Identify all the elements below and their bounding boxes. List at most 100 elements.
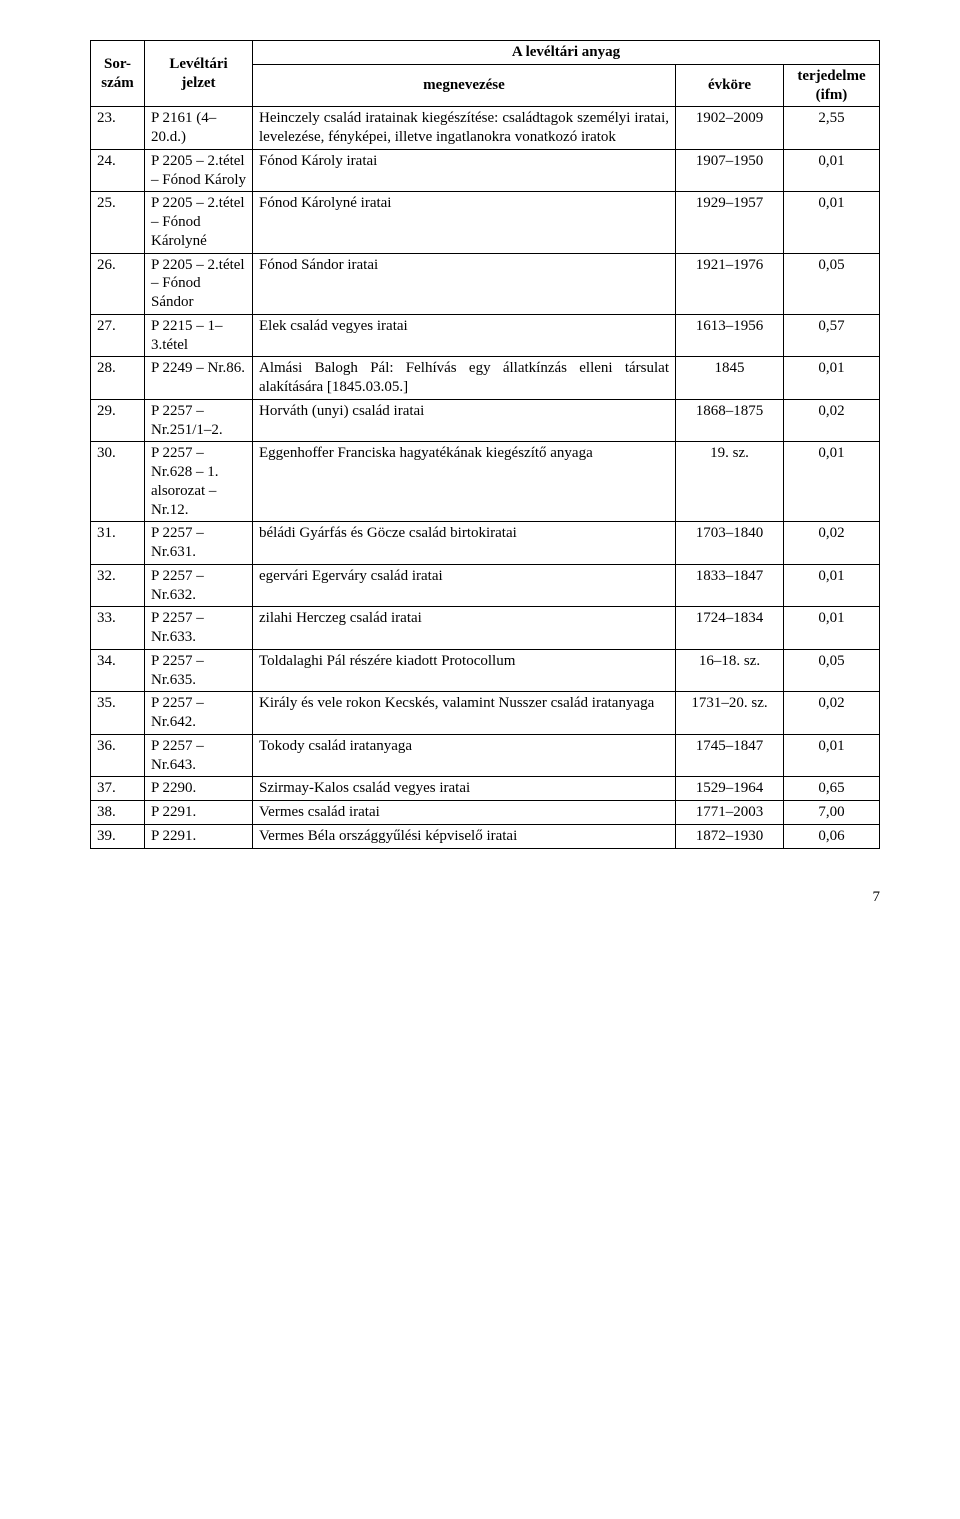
cell-megnevezes: Heinczely család iratainak kiegészítése:… [253, 107, 676, 150]
cell-evkore: 1613–1956 [675, 314, 783, 357]
cell-jelzet: P 2205 – 2.tétel – Fónod Károly [145, 149, 253, 192]
cell-terjedelme: 0,01 [783, 734, 879, 777]
cell-sorszam: 27. [91, 314, 145, 357]
cell-terjedelme: 0,01 [783, 192, 879, 253]
cell-terjedelme: 0,05 [783, 253, 879, 314]
cell-sorszam: 30. [91, 442, 145, 522]
cell-evkore: 1529–1964 [675, 777, 783, 801]
cell-evkore: 1845 [675, 357, 783, 400]
cell-jelzet: P 2257 – Nr.635. [145, 649, 253, 692]
cell-sorszam: 23. [91, 107, 145, 150]
cell-megnevezes: egervári Egerváry család iratai [253, 564, 676, 607]
cell-sorszam: 29. [91, 399, 145, 442]
table-row: 34.P 2257 – Nr.635.Toldalaghi Pál részér… [91, 649, 880, 692]
cell-sorszam: 34. [91, 649, 145, 692]
page-container: Sor- szám Levéltári jelzet A levéltári a… [0, 0, 960, 936]
header-terjedelme: terjedelme (ifm) [783, 64, 879, 107]
cell-terjedelme: 0,01 [783, 149, 879, 192]
table-row: 27.P 2215 – 1–3.tételElek család vegyes … [91, 314, 880, 357]
cell-terjedelme: 0,01 [783, 442, 879, 522]
cell-jelzet: P 2257 – Nr.631. [145, 522, 253, 565]
cell-terjedelme: 0,57 [783, 314, 879, 357]
cell-terjedelme: 0,01 [783, 357, 879, 400]
cell-evkore: 1731–20. sz. [675, 692, 783, 735]
cell-megnevezes: Vermes család iratai [253, 801, 676, 825]
cell-megnevezes: Horváth (unyi) család iratai [253, 399, 676, 442]
header-terjedelme-top: terjedelme [797, 68, 865, 84]
table-row: 36.P 2257 – Nr.643.Tokody család iratany… [91, 734, 880, 777]
cell-terjedelme: 0,02 [783, 399, 879, 442]
cell-sorszam: 36. [91, 734, 145, 777]
cell-sorszam: 32. [91, 564, 145, 607]
table-row: 31.P 2257 – Nr.631.béládi Gyárfás és Göc… [91, 522, 880, 565]
header-sorszam: Sor- szám [91, 41, 145, 107]
cell-evkore: 1872–1930 [675, 824, 783, 848]
cell-megnevezes: Fónod Sándor iratai [253, 253, 676, 314]
cell-terjedelme: 0,06 [783, 824, 879, 848]
cell-jelzet: P 2290. [145, 777, 253, 801]
cell-evkore: 1771–2003 [675, 801, 783, 825]
cell-megnevezes: Eggenhoffer Franciska hagyatékának kiegé… [253, 442, 676, 522]
table-row: 32.P 2257 – Nr.632.egervári Egerváry csa… [91, 564, 880, 607]
cell-jelzet: P 2291. [145, 801, 253, 825]
cell-jelzet: P 2205 – 2.tétel – Fónod Sándor [145, 253, 253, 314]
header-jelzet-top: Levéltári [169, 56, 227, 72]
cell-sorszam: 28. [91, 357, 145, 400]
cell-terjedelme: 2,55 [783, 107, 879, 150]
header-sorszam-bottom: szám [101, 75, 134, 91]
table-row: 35.P 2257 – Nr.642.Király és vele rokon … [91, 692, 880, 735]
cell-terjedelme: 0,02 [783, 692, 879, 735]
cell-jelzet: P 2161 (4–20.d.) [145, 107, 253, 150]
cell-megnevezes: Tokody család iratanyaga [253, 734, 676, 777]
table-row: 37.P 2290.Szirmay-Kalos család vegyes ir… [91, 777, 880, 801]
cell-terjedelme: 7,00 [783, 801, 879, 825]
cell-sorszam: 39. [91, 824, 145, 848]
cell-evkore: 16–18. sz. [675, 649, 783, 692]
cell-sorszam: 24. [91, 149, 145, 192]
header-terjedelme-bottom: (ifm) [816, 87, 848, 103]
page-number: 7 [90, 849, 880, 906]
cell-jelzet: P 2257 – Nr.643. [145, 734, 253, 777]
cell-sorszam: 37. [91, 777, 145, 801]
cell-terjedelme: 0,65 [783, 777, 879, 801]
table-row: 29.P 2257 – Nr.251/1–2.Horváth (unyi) cs… [91, 399, 880, 442]
cell-evkore: 1902–2009 [675, 107, 783, 150]
cell-evkore: 1907–1950 [675, 149, 783, 192]
table-row: 30.P 2257 – Nr.628 – 1. alsorozat – Nr.1… [91, 442, 880, 522]
header-sorszam-top: Sor- [104, 56, 131, 72]
table-body: 23.P 2161 (4–20.d.)Heinczely család irat… [91, 107, 880, 848]
header-megnevezes: megnevezése [253, 64, 676, 107]
cell-jelzet: P 2257 – Nr.642. [145, 692, 253, 735]
cell-evkore: 1868–1875 [675, 399, 783, 442]
cell-terjedelme: 0,01 [783, 607, 879, 650]
cell-sorszam: 25. [91, 192, 145, 253]
cell-terjedelme: 0,02 [783, 522, 879, 565]
cell-sorszam: 31. [91, 522, 145, 565]
cell-terjedelme: 0,05 [783, 649, 879, 692]
cell-jelzet: P 2291. [145, 824, 253, 848]
cell-evkore: 1703–1840 [675, 522, 783, 565]
cell-megnevezes: Toldalaghi Pál részére kiadott Protocoll… [253, 649, 676, 692]
cell-megnevezes: Király és vele rokon Kecskés, valamint N… [253, 692, 676, 735]
header-jelzet-bottom: jelzet [181, 75, 215, 91]
cell-evkore: 1929–1957 [675, 192, 783, 253]
cell-megnevezes: béládi Gyárfás és Göcze család birtokira… [253, 522, 676, 565]
table-row: 23.P 2161 (4–20.d.)Heinczely család irat… [91, 107, 880, 150]
table-row: 33.P 2257 – Nr.633.zilahi Herczeg család… [91, 607, 880, 650]
cell-jelzet: P 2257 – Nr.251/1–2. [145, 399, 253, 442]
cell-evkore: 1745–1847 [675, 734, 783, 777]
cell-jelzet: P 2249 – Nr.86. [145, 357, 253, 400]
header-jelzet: Levéltári jelzet [145, 41, 253, 107]
table-row: 25.P 2205 – 2.tétel – Fónod KárolynéFóno… [91, 192, 880, 253]
header-evkore: évköre [675, 64, 783, 107]
cell-megnevezes: Elek család vegyes iratai [253, 314, 676, 357]
cell-sorszam: 33. [91, 607, 145, 650]
cell-jelzet: P 2215 – 1–3.tétel [145, 314, 253, 357]
cell-megnevezes: Fónod Károlyné iratai [253, 192, 676, 253]
cell-jelzet: P 2257 – Nr.632. [145, 564, 253, 607]
cell-megnevezes: Vermes Béla országgyűlési képviselő irat… [253, 824, 676, 848]
table-row: 24.P 2205 – 2.tétel – Fónod KárolyFónod … [91, 149, 880, 192]
table-row: 26.P 2205 – 2.tétel – Fónod SándorFónod … [91, 253, 880, 314]
cell-jelzet: P 2257 – Nr.628 – 1. alsorozat – Nr.12. [145, 442, 253, 522]
cell-megnevezes: zilahi Herczeg család iratai [253, 607, 676, 650]
